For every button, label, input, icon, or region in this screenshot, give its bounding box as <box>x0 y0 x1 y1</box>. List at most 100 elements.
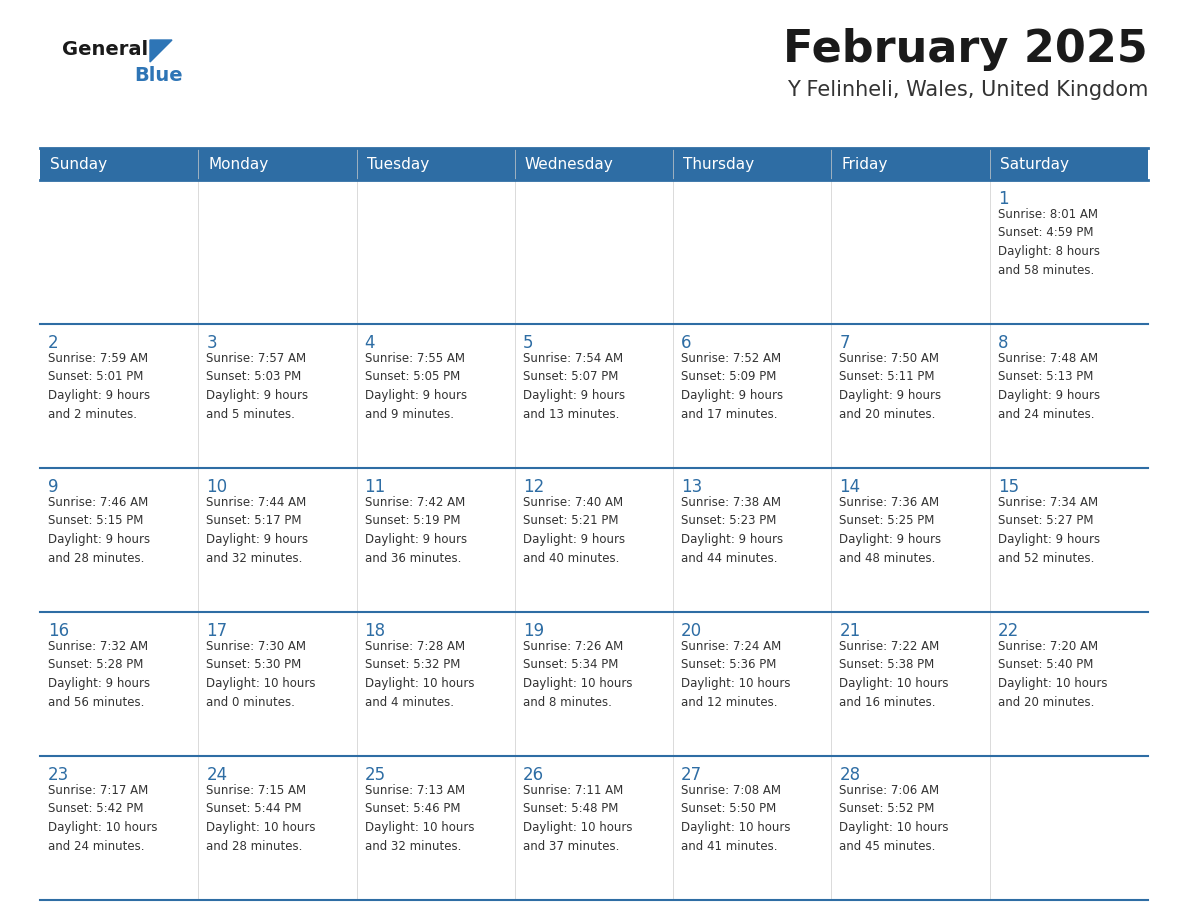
Text: 14: 14 <box>840 478 860 496</box>
Bar <box>832 148 990 180</box>
Text: Monday: Monday <box>208 156 268 172</box>
Bar <box>40 324 198 468</box>
Text: 24: 24 <box>207 766 227 784</box>
Text: Sunrise: 7:24 AM
Sunset: 5:36 PM
Daylight: 10 hours
and 12 minutes.: Sunrise: 7:24 AM Sunset: 5:36 PM Dayligh… <box>681 640 791 709</box>
Text: 1: 1 <box>998 190 1009 208</box>
Bar <box>832 612 990 756</box>
Text: Thursday: Thursday <box>683 156 754 172</box>
Text: 20: 20 <box>681 622 702 640</box>
Text: General: General <box>62 40 148 59</box>
Text: Sunrise: 7:57 AM
Sunset: 5:03 PM
Daylight: 9 hours
and 5 minutes.: Sunrise: 7:57 AM Sunset: 5:03 PM Dayligh… <box>207 352 309 420</box>
Text: Tuesday: Tuesday <box>367 156 429 172</box>
Bar <box>514 180 674 324</box>
Bar <box>356 612 514 756</box>
Text: 25: 25 <box>365 766 386 784</box>
Bar <box>356 180 514 324</box>
Bar <box>356 756 514 900</box>
Bar <box>990 612 1148 756</box>
Text: 9: 9 <box>48 478 58 496</box>
Text: Sunrise: 7:40 AM
Sunset: 5:21 PM
Daylight: 9 hours
and 40 minutes.: Sunrise: 7:40 AM Sunset: 5:21 PM Dayligh… <box>523 496 625 565</box>
Text: Sunrise: 7:34 AM
Sunset: 5:27 PM
Daylight: 9 hours
and 52 minutes.: Sunrise: 7:34 AM Sunset: 5:27 PM Dayligh… <box>998 496 1100 565</box>
Text: 4: 4 <box>365 334 375 352</box>
Bar <box>356 324 514 468</box>
Text: Sunrise: 7:36 AM
Sunset: 5:25 PM
Daylight: 9 hours
and 48 minutes.: Sunrise: 7:36 AM Sunset: 5:25 PM Dayligh… <box>840 496 942 565</box>
Bar <box>40 756 198 900</box>
Bar <box>198 468 356 612</box>
Text: 2: 2 <box>48 334 58 352</box>
Text: 5: 5 <box>523 334 533 352</box>
Bar <box>40 148 198 180</box>
Bar <box>514 612 674 756</box>
Bar <box>990 324 1148 468</box>
Bar <box>674 468 832 612</box>
Bar <box>40 180 198 324</box>
Text: Sunrise: 7:22 AM
Sunset: 5:38 PM
Daylight: 10 hours
and 16 minutes.: Sunrise: 7:22 AM Sunset: 5:38 PM Dayligh… <box>840 640 949 709</box>
Bar <box>990 468 1148 612</box>
Text: 17: 17 <box>207 622 227 640</box>
Text: 6: 6 <box>681 334 691 352</box>
Bar <box>990 180 1148 324</box>
Text: Wednesday: Wednesday <box>525 156 614 172</box>
Bar <box>674 180 832 324</box>
Text: Sunrise: 7:59 AM
Sunset: 5:01 PM
Daylight: 9 hours
and 2 minutes.: Sunrise: 7:59 AM Sunset: 5:01 PM Dayligh… <box>48 352 150 420</box>
Bar <box>832 756 990 900</box>
Text: 8: 8 <box>998 334 1009 352</box>
Text: 11: 11 <box>365 478 386 496</box>
Text: Sunrise: 7:28 AM
Sunset: 5:32 PM
Daylight: 10 hours
and 4 minutes.: Sunrise: 7:28 AM Sunset: 5:32 PM Dayligh… <box>365 640 474 709</box>
Text: Sunrise: 7:11 AM
Sunset: 5:48 PM
Daylight: 10 hours
and 37 minutes.: Sunrise: 7:11 AM Sunset: 5:48 PM Dayligh… <box>523 784 632 853</box>
Text: Sunrise: 7:13 AM
Sunset: 5:46 PM
Daylight: 10 hours
and 32 minutes.: Sunrise: 7:13 AM Sunset: 5:46 PM Dayligh… <box>365 784 474 853</box>
Text: Sunrise: 7:20 AM
Sunset: 5:40 PM
Daylight: 10 hours
and 20 minutes.: Sunrise: 7:20 AM Sunset: 5:40 PM Dayligh… <box>998 640 1107 709</box>
Text: Sunrise: 7:52 AM
Sunset: 5:09 PM
Daylight: 9 hours
and 17 minutes.: Sunrise: 7:52 AM Sunset: 5:09 PM Dayligh… <box>681 352 783 420</box>
Text: Sunrise: 7:30 AM
Sunset: 5:30 PM
Daylight: 10 hours
and 0 minutes.: Sunrise: 7:30 AM Sunset: 5:30 PM Dayligh… <box>207 640 316 709</box>
Text: 10: 10 <box>207 478 227 496</box>
Text: 26: 26 <box>523 766 544 784</box>
Bar <box>990 148 1148 180</box>
Bar <box>674 756 832 900</box>
Text: Sunrise: 7:42 AM
Sunset: 5:19 PM
Daylight: 9 hours
and 36 minutes.: Sunrise: 7:42 AM Sunset: 5:19 PM Dayligh… <box>365 496 467 565</box>
Text: February 2025: February 2025 <box>783 28 1148 71</box>
Bar <box>198 148 356 180</box>
Bar <box>514 468 674 612</box>
Text: Sunrise: 7:55 AM
Sunset: 5:05 PM
Daylight: 9 hours
and 9 minutes.: Sunrise: 7:55 AM Sunset: 5:05 PM Dayligh… <box>365 352 467 420</box>
Text: 13: 13 <box>681 478 702 496</box>
Text: Blue: Blue <box>134 66 183 85</box>
Bar <box>198 324 356 468</box>
Bar <box>40 612 198 756</box>
Bar <box>832 324 990 468</box>
Text: Sunrise: 7:06 AM
Sunset: 5:52 PM
Daylight: 10 hours
and 45 minutes.: Sunrise: 7:06 AM Sunset: 5:52 PM Dayligh… <box>840 784 949 853</box>
Text: 21: 21 <box>840 622 860 640</box>
Text: Sunrise: 7:38 AM
Sunset: 5:23 PM
Daylight: 9 hours
and 44 minutes.: Sunrise: 7:38 AM Sunset: 5:23 PM Dayligh… <box>681 496 783 565</box>
Bar <box>514 756 674 900</box>
Bar <box>674 148 832 180</box>
Bar <box>990 756 1148 900</box>
Text: Sunrise: 8:01 AM
Sunset: 4:59 PM
Daylight: 8 hours
and 58 minutes.: Sunrise: 8:01 AM Sunset: 4:59 PM Dayligh… <box>998 208 1100 276</box>
Text: 3: 3 <box>207 334 217 352</box>
Text: Sunrise: 7:26 AM
Sunset: 5:34 PM
Daylight: 10 hours
and 8 minutes.: Sunrise: 7:26 AM Sunset: 5:34 PM Dayligh… <box>523 640 632 709</box>
Text: Saturday: Saturday <box>1000 156 1069 172</box>
Bar <box>674 612 832 756</box>
Text: Sunrise: 7:50 AM
Sunset: 5:11 PM
Daylight: 9 hours
and 20 minutes.: Sunrise: 7:50 AM Sunset: 5:11 PM Dayligh… <box>840 352 942 420</box>
Polygon shape <box>150 40 172 62</box>
Text: 28: 28 <box>840 766 860 784</box>
Text: 23: 23 <box>48 766 69 784</box>
Bar <box>356 148 514 180</box>
Text: Y Felinheli, Wales, United Kingdom: Y Felinheli, Wales, United Kingdom <box>786 80 1148 100</box>
Text: Sunrise: 7:44 AM
Sunset: 5:17 PM
Daylight: 9 hours
and 32 minutes.: Sunrise: 7:44 AM Sunset: 5:17 PM Dayligh… <box>207 496 309 565</box>
Text: 22: 22 <box>998 622 1019 640</box>
Text: Sunrise: 7:54 AM
Sunset: 5:07 PM
Daylight: 9 hours
and 13 minutes.: Sunrise: 7:54 AM Sunset: 5:07 PM Dayligh… <box>523 352 625 420</box>
Text: 7: 7 <box>840 334 849 352</box>
Bar <box>514 148 674 180</box>
Bar <box>198 756 356 900</box>
Bar <box>832 468 990 612</box>
Text: Sunrise: 7:15 AM
Sunset: 5:44 PM
Daylight: 10 hours
and 28 minutes.: Sunrise: 7:15 AM Sunset: 5:44 PM Dayligh… <box>207 784 316 853</box>
Text: 12: 12 <box>523 478 544 496</box>
Text: Friday: Friday <box>841 156 887 172</box>
Bar <box>832 180 990 324</box>
Text: Sunrise: 7:48 AM
Sunset: 5:13 PM
Daylight: 9 hours
and 24 minutes.: Sunrise: 7:48 AM Sunset: 5:13 PM Dayligh… <box>998 352 1100 420</box>
Text: Sunrise: 7:08 AM
Sunset: 5:50 PM
Daylight: 10 hours
and 41 minutes.: Sunrise: 7:08 AM Sunset: 5:50 PM Dayligh… <box>681 784 791 853</box>
Text: Sunday: Sunday <box>50 156 107 172</box>
Bar <box>356 468 514 612</box>
Text: Sunrise: 7:32 AM
Sunset: 5:28 PM
Daylight: 9 hours
and 56 minutes.: Sunrise: 7:32 AM Sunset: 5:28 PM Dayligh… <box>48 640 150 709</box>
Bar <box>198 612 356 756</box>
Bar <box>674 324 832 468</box>
